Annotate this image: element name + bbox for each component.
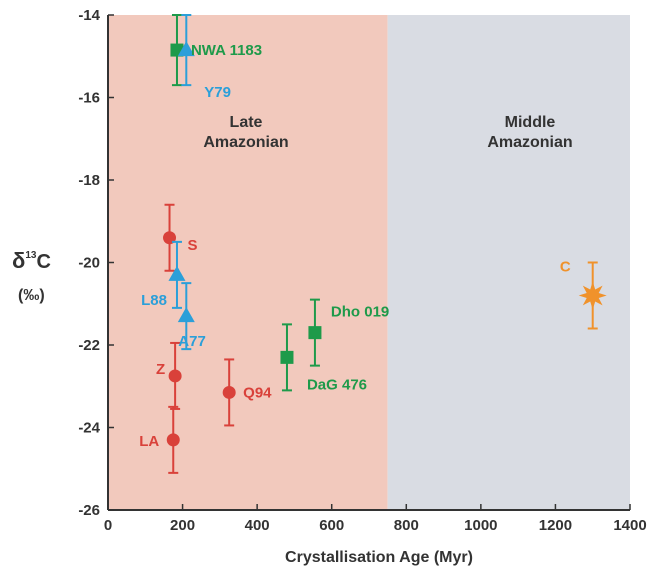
point-label-q94: Q94 [243, 384, 272, 401]
circle-marker [222, 385, 236, 399]
point-label-l88: L88 [141, 292, 167, 309]
point-label-z: Z [156, 361, 165, 378]
point-label-c: C [560, 259, 571, 276]
x-tick-label: 800 [394, 517, 419, 534]
x-tick-label: 600 [319, 517, 344, 534]
point-label-nwa-1183: NWA 1183 [191, 42, 262, 59]
x-tick-label: 1000 [464, 517, 497, 534]
region-0 [108, 15, 388, 510]
y-axis-label: δ13C [12, 248, 51, 273]
star-marker [578, 281, 607, 310]
circle-marker [168, 369, 182, 383]
x-tick-label: 1400 [613, 517, 646, 534]
point-label-la: LA [139, 433, 159, 450]
point-s [163, 203, 177, 272]
point-y79 [177, 14, 195, 87]
point-label-dho-019: Dho 019 [331, 304, 389, 321]
y-label-c: C [36, 251, 50, 273]
y-tick-label: -22 [78, 337, 100, 354]
region-label-0-line2: Amazonian [203, 134, 288, 151]
y-label-delta: δ [12, 248, 25, 273]
y-tick-label: -20 [78, 255, 100, 272]
region-label-0-line1: Late [230, 114, 263, 131]
y-tick-label: -24 [78, 420, 100, 437]
circle-marker [166, 433, 180, 447]
point-label-y79: Y79 [204, 84, 231, 101]
y-axis-unit: (‰) [18, 287, 45, 304]
point-label-a77: A77 [178, 333, 206, 350]
point-label-s: S [188, 237, 198, 254]
x-tick-label: 0 [104, 517, 112, 534]
point-z [168, 341, 182, 410]
point-dag-476 [280, 323, 294, 392]
point-la [166, 405, 180, 474]
y-tick-label: -16 [78, 90, 100, 107]
point-label-dag-476: DaG 476 [307, 376, 367, 393]
y-tick-label: -18 [78, 172, 100, 189]
x-axis-label: Crystallisation Age (Myr) [285, 549, 473, 566]
point-dho-019 [308, 298, 322, 367]
square-marker [308, 326, 322, 340]
point-a77 [177, 282, 195, 351]
triangle-marker [168, 265, 186, 281]
region-label-1-line2: Amazonian [487, 134, 572, 151]
x-tick-label: 400 [245, 517, 270, 534]
y-label-sup: 13 [25, 250, 37, 261]
point-l88 [168, 240, 186, 309]
x-tick-label: 200 [170, 517, 195, 534]
y-tick-label: -14 [78, 7, 100, 24]
triangle-marker [177, 41, 195, 57]
x-tick-label: 1200 [539, 517, 572, 534]
point-q94 [222, 358, 236, 427]
point-c [578, 261, 607, 330]
triangle-marker [177, 307, 195, 323]
region-label-1-line1: Middle [505, 114, 556, 131]
y-tick-label: -26 [78, 502, 100, 519]
square-marker [280, 350, 294, 364]
